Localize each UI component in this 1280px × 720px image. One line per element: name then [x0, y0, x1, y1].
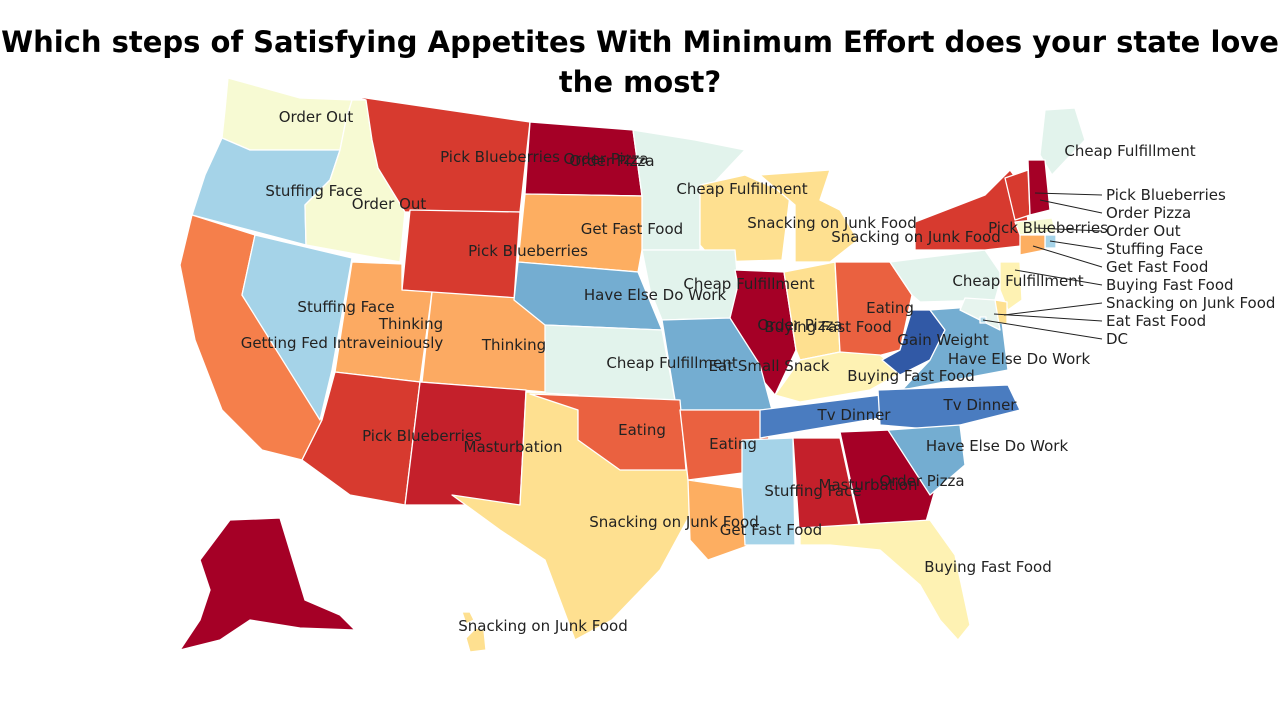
state-label: Cheap Fulfillment: [1064, 142, 1195, 160]
state-label: Have Else Do Work: [926, 437, 1069, 455]
state-label: Pick Blueberries: [468, 242, 588, 260]
state-label: Pick Blueberries: [988, 219, 1108, 237]
state-label: Eating: [709, 435, 757, 453]
state-label: Order Pizza: [757, 316, 842, 334]
state-label: Tv Dinner: [817, 406, 892, 424]
state-label: Snacking on Junk Food: [831, 228, 1000, 246]
state-label: Pick Blueberries: [362, 427, 482, 445]
state-ny: [914, 169, 1031, 251]
state-label: Snacking on Junk Food: [458, 617, 627, 635]
state-ct: [1019, 234, 1046, 256]
state-label: Tv Dinner: [943, 396, 1018, 414]
state-ma: [1014, 217, 1057, 236]
state-label: Buying Fast Food: [847, 367, 975, 385]
state-sd: [517, 193, 643, 273]
state-label: Snacking on Junk Food: [589, 513, 758, 531]
state-label: Cheap Fulfillment: [683, 275, 814, 293]
state-label: Stuffing Face: [297, 298, 394, 316]
callout-leader-line: [1034, 227, 1103, 232]
state-label: Have Else Do Work: [948, 350, 1091, 368]
state-wi: [699, 174, 791, 263]
state-md: [959, 297, 1001, 331]
state-me: [1039, 107, 1086, 176]
state-sc: [887, 424, 966, 496]
state-label: Get Fast Food: [581, 220, 683, 238]
state-ga: [839, 429, 936, 526]
callout-leader-line: [1003, 302, 1103, 316]
state-label: Masturbation: [464, 438, 563, 456]
callout-label: Buying Fast Food: [1106, 276, 1234, 294]
callout-label: Pick Blueberries: [1106, 186, 1226, 204]
state-label: Snacking on Junk Food: [747, 214, 916, 232]
callout-label: Get Fast Food: [1106, 258, 1208, 276]
callout-leader-lines: [982, 192, 1103, 340]
callout-leader-line: [1049, 240, 1103, 250]
state-label: Thinking: [378, 315, 443, 333]
state-label: Eating: [866, 299, 914, 317]
state-label: Cheap Fulfillment: [952, 272, 1083, 290]
state-label: Get Fast Food: [720, 521, 822, 539]
state-label: Cheap Fulfillment: [606, 354, 737, 372]
state-la: [687, 479, 751, 561]
callout-label: Stuffing Face: [1106, 240, 1203, 258]
state-label: Order Pizza: [879, 472, 964, 490]
state-nh: [1027, 159, 1051, 216]
map-title: Which steps of Satisfying Appetites With…: [1, 25, 1279, 99]
state-label: Have Else Do Work: [584, 286, 727, 304]
state-label: Stuffing Face: [764, 482, 861, 500]
state-label: Buying Fast Food: [924, 558, 1052, 576]
state-label: Eating: [618, 421, 666, 439]
callout-label: Snacking on Junk Food: [1106, 294, 1275, 312]
callout-label: Eat Fast Food: [1106, 312, 1206, 330]
state-hi: [461, 611, 487, 653]
state-nv: [241, 234, 353, 421]
callout-leader-line: [982, 319, 1103, 340]
state-ok: [529, 393, 687, 471]
state-label: Buying Fast Food: [764, 318, 892, 336]
callout-label: DC: [1106, 330, 1128, 348]
state-mi: [759, 169, 859, 263]
callout-leader-line: [1034, 192, 1103, 196]
state-label: Eat Small Snack: [709, 357, 830, 375]
state-label: Order Pizza: [563, 150, 648, 168]
state-fl: [799, 519, 971, 641]
callout-leader-line: [993, 313, 1103, 322]
callout-leader-line: [1014, 269, 1103, 286]
state-label: Order Out: [352, 195, 427, 213]
state-label: Stuffing Face: [265, 182, 362, 200]
state-nj: [999, 261, 1023, 311]
state-label: Order Out: [279, 108, 354, 126]
state-label: Gain Weight: [897, 331, 989, 349]
callout-label: Order Out: [1106, 222, 1181, 240]
state-label: Cheap Fulfillment: [676, 180, 807, 198]
callout-leader-line: [1032, 245, 1103, 268]
callout-leader-line: [1039, 199, 1103, 214]
state-label: Thinking: [481, 336, 546, 354]
state-label: Getting Fed Intraveiniously: [241, 334, 444, 352]
state-ms: [741, 437, 796, 546]
state-label: Pick Blueberries: [440, 148, 560, 166]
states-layer: [179, 77, 1086, 653]
state-label: Order Pizza: [569, 152, 654, 170]
state-label: Masturbation: [819, 476, 918, 494]
state-ak: [179, 517, 356, 651]
callout-label: Order Pizza: [1106, 204, 1191, 222]
state-nc: [877, 384, 1021, 431]
